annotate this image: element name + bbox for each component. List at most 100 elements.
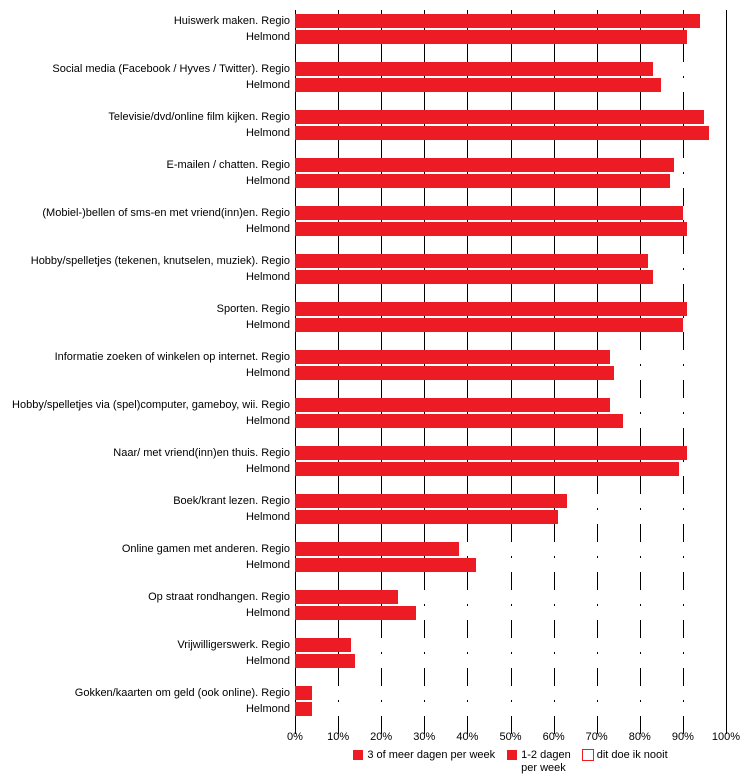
- bar-segment-freq1_2: [347, 606, 416, 620]
- bar-row-label: Helmond: [246, 78, 295, 92]
- bar-segment-freq1_2: [618, 158, 674, 172]
- bar-track: [295, 638, 726, 652]
- bar-row: Hobby/spelletjes (tekenen, knutselen, mu…: [295, 254, 726, 268]
- bar-segment-freq1_2: [403, 558, 476, 572]
- bar-segment-never: [683, 206, 726, 220]
- legend-swatch: [507, 750, 517, 760]
- bar-track: [295, 446, 726, 460]
- bar-row-label: Boek/krant lezen. Regio: [173, 494, 295, 508]
- legend-item-never: dit doe ik nooit: [583, 749, 668, 762]
- bar-track: [295, 30, 726, 44]
- bar-track: [295, 686, 726, 700]
- bar-segment-freq1_2: [666, 14, 700, 28]
- bar-row: Helmond: [295, 462, 726, 476]
- bar-segment-never: [623, 414, 726, 428]
- bar-segment-never: [567, 494, 726, 508]
- bar-segment-never: [683, 318, 726, 332]
- bar-segment-freq3plus: [295, 158, 618, 172]
- bar-segment-never: [476, 558, 726, 572]
- bar-track: [295, 590, 726, 604]
- bar-track: [295, 654, 726, 668]
- bar-segment-freq1_2: [605, 78, 661, 92]
- bar-track: [295, 206, 726, 220]
- bar-segment-freq3plus: [295, 78, 605, 92]
- legend-item-freq3plus: 3 of meer dagen per week: [353, 749, 495, 762]
- bar-row-label: Hobby/spelletjes (tekenen, knutselen, mu…: [31, 254, 295, 268]
- bar-row: E-mailen / chatten. Regio: [295, 158, 726, 172]
- bar-track: [295, 494, 726, 508]
- bar-row: Helmond: [295, 366, 726, 380]
- bar-track: [295, 558, 726, 572]
- bar-track: [295, 254, 726, 268]
- bar-row: Helmond: [295, 318, 726, 332]
- bar-segment-freq3plus: [295, 446, 476, 460]
- bar-row-label: Online gamen met anderen. Regio: [122, 542, 295, 556]
- bar-row: Helmond: [295, 606, 726, 620]
- bar-segment-freq3plus: [295, 110, 648, 124]
- bar-row: Helmond: [295, 510, 726, 524]
- bar-segment-freq1_2: [640, 30, 687, 44]
- bar-segment-never: [351, 638, 726, 652]
- bar-segment-never: [312, 702, 726, 716]
- legend-swatch: [353, 750, 363, 760]
- bar-segment-never: [687, 446, 726, 460]
- bar-row: (Mobiel-)bellen of sms-en met vriend(inn…: [295, 206, 726, 220]
- x-tick-label: 100%: [712, 731, 740, 743]
- x-tick-label: 90%: [672, 731, 694, 743]
- bar-segment-never: [459, 542, 726, 556]
- bar-segment-never: [610, 350, 726, 364]
- legend-label: dit doe ik nooit: [597, 749, 668, 762]
- bar-row-label: Helmond: [246, 414, 295, 428]
- bar-segment-freq1_2: [601, 302, 687, 316]
- bar-segment-never: [709, 126, 726, 140]
- bar-track: [295, 174, 726, 188]
- bar-row-label: (Mobiel-)bellen of sms-en met vriend(inn…: [42, 206, 295, 220]
- bar-row: Helmond: [295, 222, 726, 236]
- bar-segment-freq1_2: [338, 590, 398, 604]
- bar-row-label: Helmond: [246, 174, 295, 188]
- bar-row: Informatie zoeken of winkelen op interne…: [295, 350, 726, 364]
- bar-row-label: Helmond: [246, 318, 295, 332]
- bar-segment-freq3plus: [295, 30, 640, 44]
- bar-row: Sporten. Regio: [295, 302, 726, 316]
- bar-segment-freq3plus: [295, 494, 467, 508]
- bar-row-label: Helmond: [246, 366, 295, 380]
- bar-segment-freq3plus: [295, 638, 317, 652]
- bar-segment-never: [700, 14, 726, 28]
- activity-frequency-chart: Huiswerk maken. RegioHelmondSocial media…: [0, 0, 746, 781]
- bar-row-label: Naar/ met vriend(inn)en thuis. Regio: [113, 446, 295, 460]
- bar-segment-freq3plus: [295, 350, 493, 364]
- bar-track: [295, 302, 726, 316]
- bar-row: Helmond: [295, 702, 726, 716]
- bar-segment-freq3plus: [295, 14, 666, 28]
- bar-row: Gokken/kaarten om geld (ook online). Reg…: [295, 686, 726, 700]
- bar-track: [295, 318, 726, 332]
- bar-segment-freq1_2: [304, 686, 313, 700]
- bar-row: Televisie/dvd/online film kijken. Regio: [295, 110, 726, 124]
- bar-track: [295, 62, 726, 76]
- gridline: [726, 10, 727, 734]
- bar-segment-freq3plus: [295, 174, 610, 188]
- bar-segment-freq1_2: [558, 254, 649, 268]
- x-tick-label: 60%: [543, 731, 565, 743]
- bar-segment-freq1_2: [588, 318, 683, 332]
- bar-segment-never: [355, 654, 726, 668]
- bar-row: Helmond: [295, 270, 726, 284]
- legend-label: 3 of meer dagen per week: [367, 749, 495, 762]
- bar-segment-freq1_2: [605, 62, 652, 76]
- bar-segment-freq3plus: [295, 318, 588, 332]
- bar-segment-freq3plus: [295, 62, 605, 76]
- bar-segment-freq1_2: [304, 702, 313, 716]
- bar-row-label: Hobby/spelletjes via (spel)computer, gam…: [12, 398, 295, 412]
- x-tick-label: 20%: [370, 731, 392, 743]
- bar-track: [295, 462, 726, 476]
- bar-segment-never: [653, 62, 726, 76]
- bar-track: [295, 126, 726, 140]
- bar-segment-never: [687, 30, 726, 44]
- bar-row-label: Helmond: [246, 702, 295, 716]
- bar-row-label: Helmond: [246, 606, 295, 620]
- bar-track: [295, 270, 726, 284]
- bar-segment-never: [398, 590, 726, 604]
- legend: 3 of meer dagen per week1-2 dagen per we…: [295, 747, 726, 781]
- bar-segment-freq1_2: [562, 270, 653, 284]
